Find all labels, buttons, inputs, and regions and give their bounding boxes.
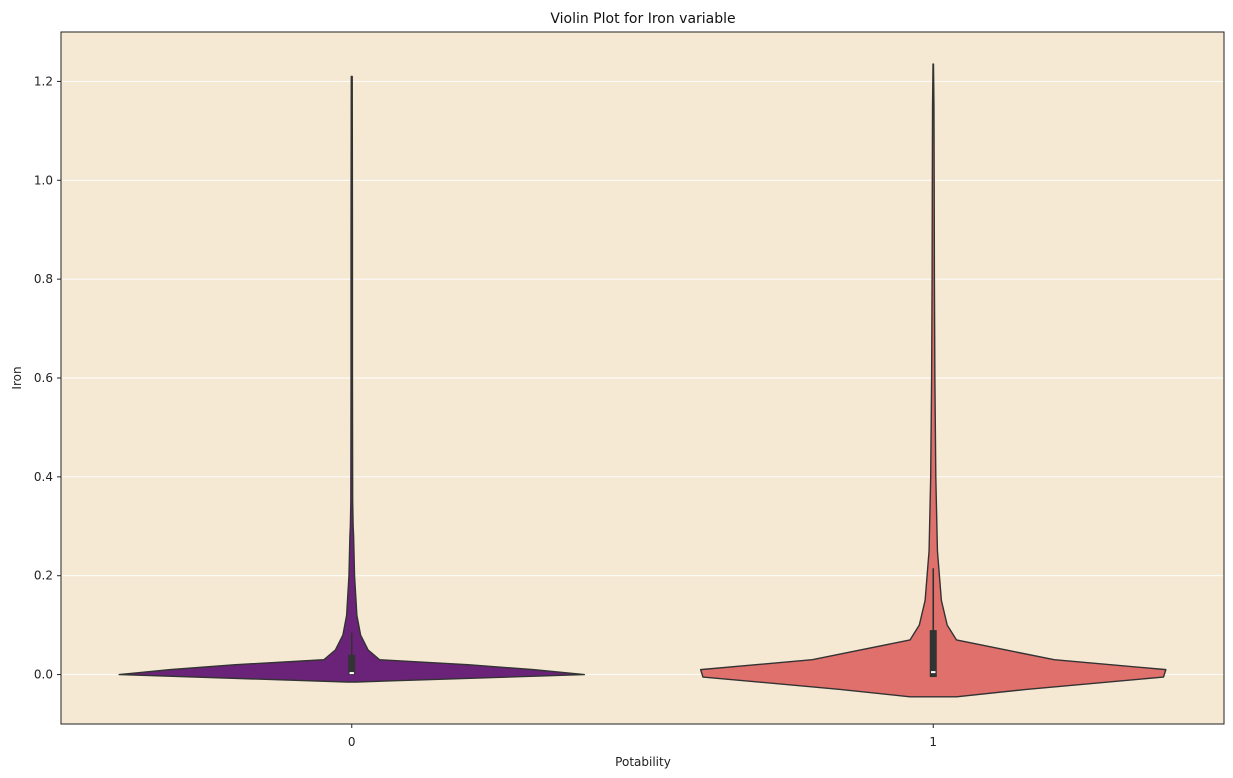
y-tick-label: 1.0 [34, 173, 53, 187]
violins-group [118, 63, 1167, 698]
y-tick-label: 0.0 [34, 668, 53, 682]
y-axis-label: Iron [10, 366, 24, 389]
y-tick-label: 0.4 [34, 470, 53, 484]
x-tick-label: 0 [348, 735, 356, 749]
x-tick-label: 1 [929, 735, 937, 749]
violin-box-1 [929, 630, 937, 678]
y-axis: 0.0 0.2 0.4 0.6 0.8 1.0 1.2 [34, 74, 61, 682]
y-tick-label: 0.8 [34, 272, 53, 286]
x-axis-label: Potability [615, 755, 671, 769]
violin-box-0 [348, 654, 356, 675]
violin-body-0 [118, 75, 586, 683]
violin-median-0 [349, 672, 354, 675]
y-tick-label: 1.2 [34, 74, 53, 88]
chart-title: Violin Plot for Iron variable [550, 11, 735, 27]
violin-body-1 [699, 63, 1167, 698]
y-tick-label: 0.6 [34, 371, 53, 385]
violin-median-1 [931, 671, 936, 674]
y-tick-label: 0.2 [34, 569, 53, 583]
